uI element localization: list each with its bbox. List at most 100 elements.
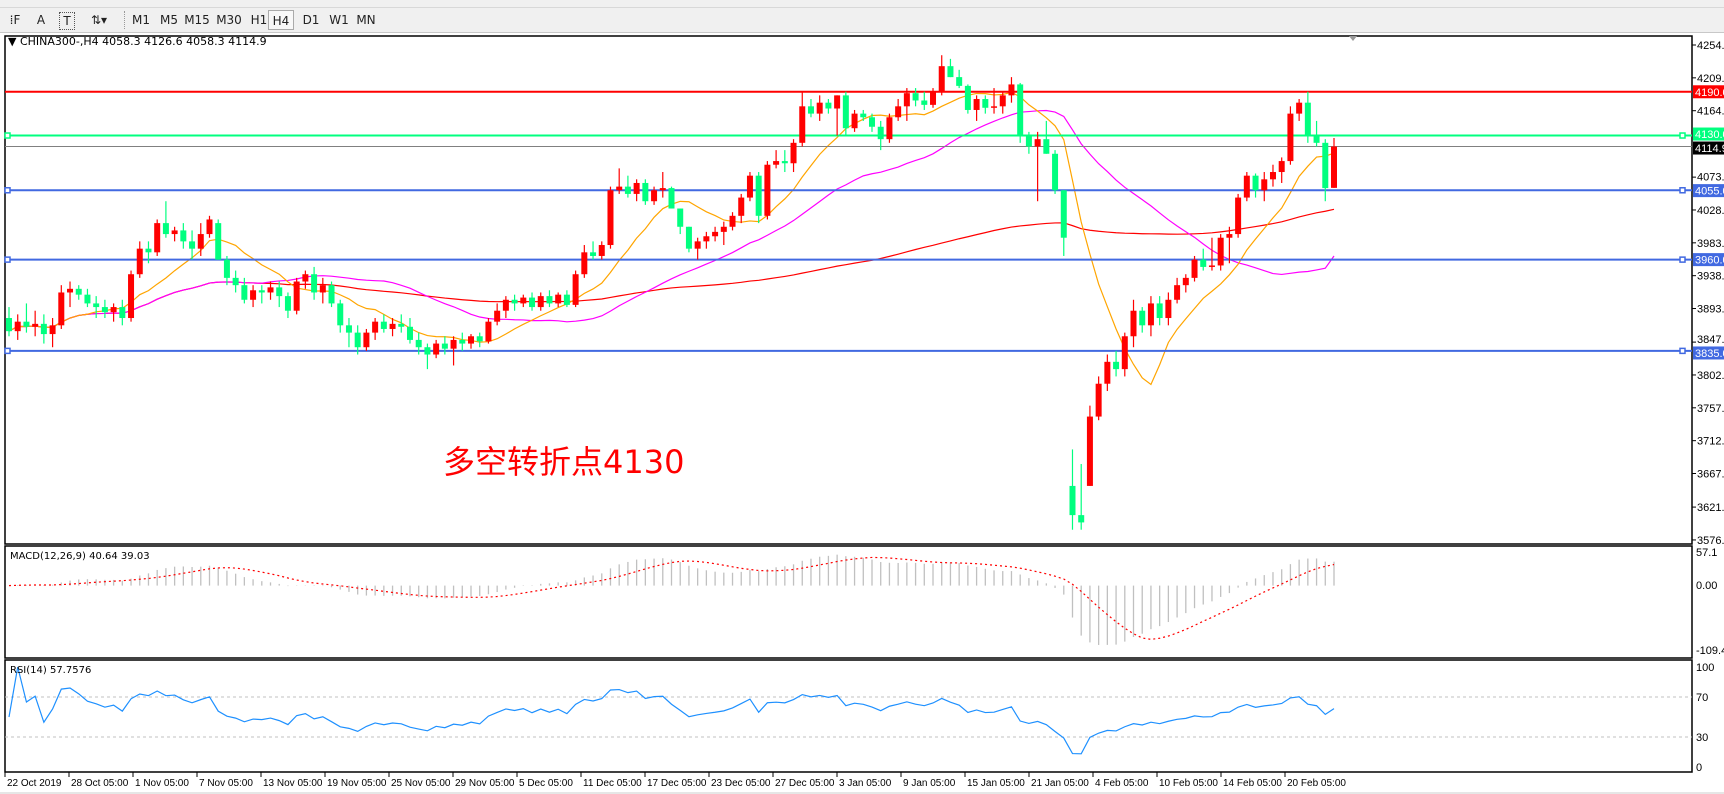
line-handle — [4, 187, 11, 194]
candle-body — [14, 321, 21, 332]
timeframe-m1-button[interactable]: M1 — [132, 13, 150, 27]
candle-body — [84, 294, 91, 304]
candle — [232, 270, 239, 293]
candle-body — [790, 142, 797, 164]
candle — [128, 270, 135, 322]
candle — [1052, 150, 1059, 194]
candle-body — [947, 66, 954, 78]
candle — [868, 113, 875, 132]
candle — [154, 219, 161, 256]
candle — [642, 179, 649, 205]
candle — [651, 186, 658, 205]
candle — [415, 332, 422, 355]
candle — [40, 314, 47, 344]
candle — [319, 277, 326, 304]
timeframe-h4-button[interactable]: H4 — [268, 10, 294, 30]
timeframe-m5-button[interactable]: M5 — [160, 13, 178, 27]
candle-body — [1130, 310, 1137, 337]
candle-body — [938, 66, 945, 92]
price-tick-label: 3847.0 — [1697, 334, 1724, 346]
line-handle — [1679, 187, 1686, 194]
candle — [720, 221, 727, 246]
timeframe-mn-button[interactable]: MN — [356, 13, 376, 27]
candle-body — [67, 288, 74, 293]
candle — [441, 336, 448, 355]
candle — [1235, 193, 1242, 238]
candle — [677, 208, 684, 235]
timeframe-m15-button[interactable]: M15 — [184, 13, 210, 27]
candle — [468, 334, 475, 349]
candle — [1174, 277, 1181, 304]
line-handle — [4, 347, 11, 355]
candle — [511, 294, 518, 311]
candle — [189, 230, 196, 260]
price-tick-label: 4164.0 — [1697, 106, 1724, 118]
candle — [1095, 376, 1102, 421]
candle-body — [398, 323, 405, 327]
candle — [764, 161, 771, 220]
candle — [842, 91, 849, 136]
candle — [23, 303, 30, 333]
candle-body — [1304, 102, 1311, 136]
candle-body — [40, 323, 47, 335]
candle — [14, 314, 21, 340]
candle — [659, 172, 666, 198]
candle — [921, 91, 928, 110]
candle — [258, 285, 265, 304]
candle — [58, 285, 65, 329]
text-a-icon[interactable]: A — [36, 13, 46, 27]
candle-body — [659, 188, 666, 191]
candle — [1322, 139, 1329, 202]
candle-body — [1069, 485, 1076, 516]
time-label: 19 Nov 05:00 — [327, 778, 387, 789]
candle — [162, 201, 169, 238]
arrows-icon[interactable]: ⇅▾ — [90, 13, 108, 27]
candle-body — [406, 326, 413, 340]
candle-body — [1104, 361, 1111, 384]
timeframe-m30-button[interactable]: M30 — [216, 13, 242, 27]
candle-body — [215, 223, 222, 260]
candle — [712, 226, 719, 242]
candle-body — [903, 93, 910, 107]
candle-body — [311, 274, 318, 293]
candle — [999, 91, 1006, 114]
time-label: 14 Feb 05:00 — [1223, 778, 1282, 789]
chart-annotation: 多空转折点4130 — [443, 443, 685, 481]
collapse-triangle-icon[interactable]: ▼ — [8, 35, 20, 48]
candle-body — [110, 307, 117, 313]
candle — [807, 99, 814, 118]
timeframe-h1-button[interactable]: H1 — [250, 13, 268, 27]
candle-body — [912, 93, 919, 101]
candle — [223, 255, 230, 286]
time-label: 4 Feb 05:00 — [1095, 778, 1149, 789]
candle — [546, 290, 553, 308]
candle — [206, 215, 213, 238]
candle-body — [816, 102, 823, 114]
candle — [1296, 99, 1303, 121]
candle-body — [685, 226, 692, 249]
macd-tick-label: 57.1 — [1696, 547, 1717, 559]
rsi-line — [8, 666, 1335, 755]
candle-body — [171, 230, 178, 235]
candle — [903, 88, 910, 121]
candle — [93, 296, 100, 319]
candle-body — [633, 182, 640, 194]
candle-body — [223, 259, 230, 278]
candle — [1078, 464, 1085, 530]
candle-body — [511, 299, 518, 304]
candle — [895, 99, 902, 121]
time-label: 23 Dec 05:00 — [711, 778, 771, 789]
text-label-icon[interactable]: T — [59, 12, 75, 30]
candle — [6, 307, 12, 337]
candle-body — [476, 336, 483, 342]
candle — [110, 303, 117, 322]
candle-body — [1200, 259, 1207, 267]
candle — [912, 88, 919, 107]
candle — [607, 186, 614, 249]
hline-price-label: 4130.0 — [1695, 129, 1724, 141]
timeframe-d1-button[interactable]: D1 — [302, 13, 320, 27]
grid-f-icon[interactable]: ⁞F — [9, 13, 21, 27]
macd-tick-label: -109.43 — [1696, 645, 1724, 657]
timeframe-w1-button[interactable]: W1 — [329, 13, 349, 27]
